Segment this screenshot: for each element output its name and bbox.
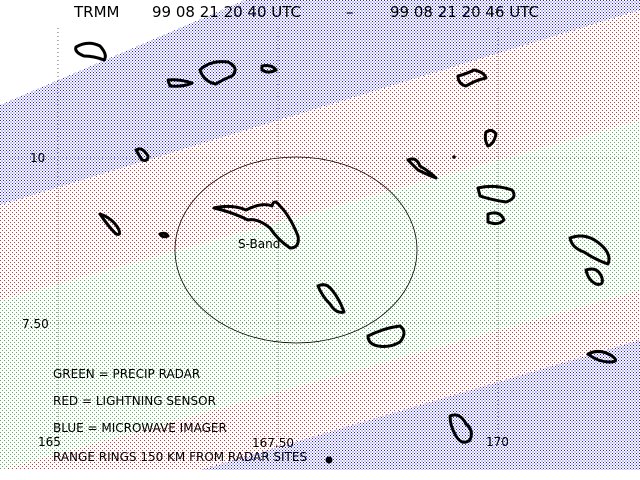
atoll-dot — [158, 231, 170, 239]
islands — [74, 41, 617, 464]
swath-start-time: 99 08 21 20 40 UTC — [152, 3, 301, 21]
atoll-kwajalein — [212, 200, 300, 250]
precip-radar-swath — [0, 120, 640, 470]
time-separator: – — [346, 3, 354, 21]
atoll-ailuk — [476, 184, 516, 204]
lon-tick-165: 165 — [38, 435, 61, 449]
lat-tick-10: 10 — [30, 151, 45, 165]
atoll-east-large — [568, 234, 611, 266]
legend-range-rings: RANGE RINGS 150 KM FROM RADAR SITES — [53, 450, 307, 464]
lon-tick-167-50: 167.50 — [252, 436, 294, 450]
atoll-northeast — [456, 68, 488, 88]
atoll-likiep — [486, 211, 506, 226]
atoll-small-b — [260, 64, 278, 74]
atoll-maloelap — [366, 324, 406, 348]
swath-end-time: 99 08 21 20 46 UTC — [390, 3, 539, 21]
atoll-southeast — [586, 349, 617, 364]
atoll-west-a — [134, 147, 150, 162]
lon-tick-170: 170 — [486, 435, 509, 449]
atoll-bikar — [483, 128, 498, 148]
atoll-west-b — [98, 212, 122, 236]
atoll-ujelang-north — [198, 60, 237, 86]
microwave-swath-bottom — [200, 340, 640, 470]
lightning-swath-bottom — [0, 290, 640, 470]
graticule — [10, 28, 630, 440]
atoll-utirik — [406, 157, 438, 180]
radar-range-ring — [174, 156, 418, 344]
radar-site-label: S-Band — [238, 237, 280, 251]
legend-lightning-sensor: RED = LIGHTNING SENSOR — [53, 394, 216, 408]
lightning-swath-top — [0, 10, 640, 300]
lat-tick-7-50: 7.50 — [22, 317, 49, 331]
atoll-tiny-south — [325, 456, 333, 464]
legend-microwave-imager: BLUE = MICROWAVE IMAGER — [53, 421, 227, 435]
satellite-name: TRMM — [73, 3, 119, 21]
atoll-small-a — [166, 78, 194, 88]
atoll-enewetak — [74, 41, 107, 62]
atoll-east-small — [584, 267, 604, 286]
atoll-jaluit — [448, 413, 473, 444]
legend-precip-radar: GREEN = PRECIP RADAR — [53, 367, 200, 381]
legend-backdrop — [0, 470, 640, 480]
legend: GREEN = PRECIP RADAR RED = LIGHTNING SEN… — [53, 367, 307, 464]
atoll-tiny-north — [452, 155, 456, 159]
atoll-lae — [316, 283, 346, 314]
microwave-swath-top — [0, 0, 640, 205]
